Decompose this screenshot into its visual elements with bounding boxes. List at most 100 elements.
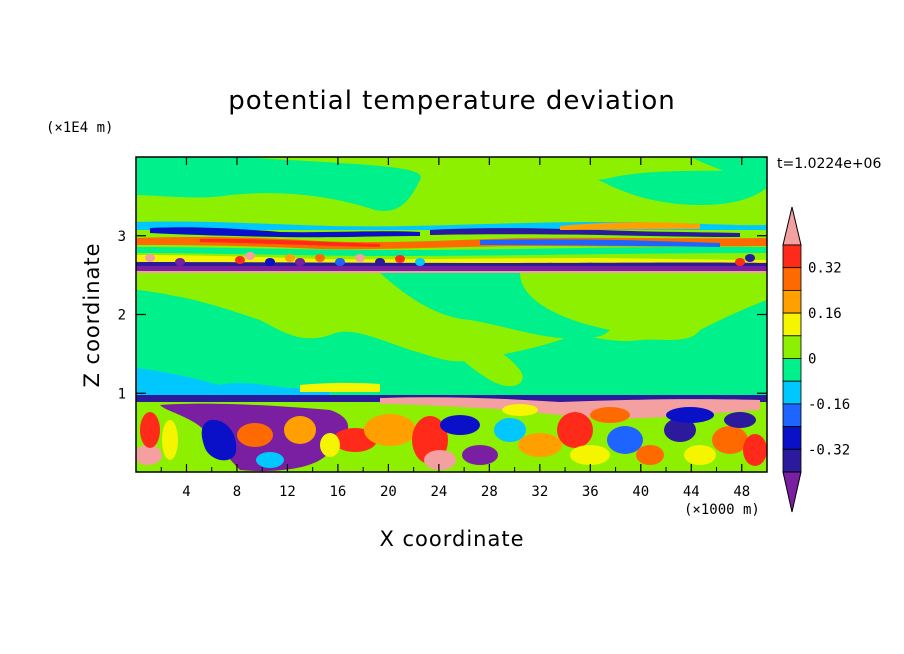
shear-blob	[145, 254, 155, 262]
shear-blob	[395, 255, 405, 263]
shear-blob	[745, 254, 755, 262]
colorbar-segment	[782, 426, 802, 450]
x-tick-label: 16	[329, 484, 346, 500]
cold-core-west	[201, 419, 237, 461]
shear-blob	[735, 258, 745, 266]
colorbar-label: 0.16	[808, 306, 842, 322]
upper-neutral-patch	[690, 157, 767, 185]
eddy-blob	[607, 426, 643, 454]
colorbar-segment	[782, 267, 802, 291]
shear-blob	[375, 258, 385, 266]
eddy-blob	[140, 412, 160, 448]
mid-neutral-tongue	[380, 273, 610, 340]
colorbar-segment	[782, 380, 802, 405]
colorbar-segment	[782, 289, 802, 314]
eddy-blob	[518, 433, 562, 457]
colorbar-label: 0	[808, 352, 816, 368]
shear-blob	[315, 254, 325, 262]
x-axis-label: X coordinate	[379, 527, 525, 551]
time-label: t=1.0224e+06	[777, 156, 882, 172]
shear-blob	[335, 258, 345, 266]
shear-blob	[415, 258, 425, 266]
eddy-blob	[494, 418, 526, 442]
x-tick-label: 48	[733, 484, 750, 500]
eddy-blob	[712, 426, 748, 454]
shear-blob	[295, 258, 305, 266]
eddy-blob	[284, 416, 316, 444]
colorbar-label: -0.32	[808, 442, 850, 458]
eddy-blob	[664, 418, 696, 442]
y-tick-label: 2	[118, 308, 126, 324]
eddy-blob	[502, 404, 538, 416]
eddy-blob	[162, 420, 178, 460]
x-unit-label: (×1000 m)	[684, 502, 760, 518]
shear-warm-band-1	[560, 222, 700, 230]
shear-blob	[235, 256, 245, 264]
eddy-blob	[424, 450, 456, 470]
y-unit-label: (×1E4 m)	[46, 120, 114, 136]
colorbar-segment	[782, 312, 802, 337]
shear-coldest-band	[136, 266, 767, 271]
shear-cold-band-1	[150, 227, 420, 238]
eddy-blob	[724, 412, 756, 428]
y-tick-label: 1	[118, 386, 126, 402]
shear-neutral-band	[136, 246, 767, 256]
x-tick-label: 8	[233, 484, 241, 500]
shear-blob	[245, 252, 255, 260]
upper-warm-region	[136, 157, 767, 218]
eddy-blob	[636, 445, 664, 465]
colorbar-segment	[782, 403, 802, 427]
shear-turbulent-blobs	[145, 252, 755, 266]
eddy-blob	[462, 445, 498, 465]
eddy-blob	[237, 423, 273, 447]
colorbar-segment	[782, 244, 802, 269]
eddy-blob	[256, 452, 284, 468]
eddy-blob	[570, 445, 610, 465]
eddy-blob	[440, 415, 480, 435]
shear-blob	[175, 258, 185, 266]
boundary-eddies	[136, 404, 767, 470]
eddy-blob	[743, 434, 767, 466]
x-tick-label: 40	[632, 484, 649, 500]
colorbar-label: 0.32	[808, 261, 842, 277]
shear-blob	[285, 254, 295, 262]
eddy-blob	[590, 407, 630, 423]
shear-blob	[265, 258, 275, 266]
eddy-blob	[557, 412, 593, 448]
colorbar-max-extension	[782, 206, 802, 246]
x-tick-label: 20	[380, 484, 397, 500]
y-tick-label: 3	[118, 229, 126, 245]
mid-warm-region	[136, 273, 767, 362]
inversion-warm-cap	[380, 397, 760, 419]
shear-hottest-line	[136, 271, 767, 273]
eddy-blob	[364, 414, 416, 446]
mid-cool-edge	[136, 368, 330, 395]
colorbar-segment	[782, 448, 802, 473]
contour-field	[136, 157, 767, 472]
chart-title: potential temperature deviation	[228, 86, 676, 116]
shear-cold-band-2	[430, 228, 740, 237]
x-tick-label: 36	[582, 484, 599, 500]
x-ticks: 4 8 12 16 20 24 28 32 36 40 44 48	[160, 157, 750, 500]
x-tick-label: 44	[683, 484, 700, 500]
x-tick-label: 12	[279, 484, 296, 500]
eddy-blob	[320, 433, 340, 457]
x-tick-label: 32	[531, 484, 548, 500]
shear-cold-band-4	[136, 262, 767, 267]
shear-blob	[355, 254, 365, 262]
mid-warm-plume	[440, 330, 523, 387]
shear-hot-band	[200, 238, 380, 247]
mid-warm-edge	[300, 382, 380, 392]
colorbar: 0.32 0.16 0 -0.16 -0.32	[782, 206, 850, 513]
x-tick-label: 28	[481, 484, 498, 500]
colorbar-min-extension	[782, 471, 802, 513]
colorbar-label: -0.16	[808, 397, 850, 413]
x-tick-label: 4	[182, 484, 190, 500]
shear-cold-band-3	[480, 239, 720, 247]
y-ticks: 1 2 3	[118, 229, 767, 402]
eddy-blob	[684, 445, 716, 465]
colorbar-segment	[782, 358, 802, 382]
x-tick-label: 24	[430, 484, 447, 500]
